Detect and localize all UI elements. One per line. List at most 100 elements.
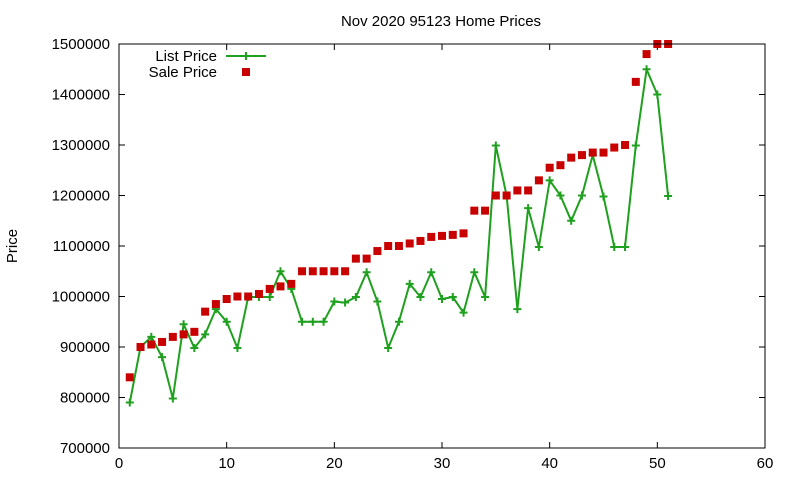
sale-price-point xyxy=(427,232,436,241)
list-price-point xyxy=(384,344,393,353)
list-price-point xyxy=(201,330,210,339)
legend-marker-sale-price xyxy=(242,68,250,76)
y-tick-label-3: 1000000 xyxy=(52,289,110,306)
list-price-point xyxy=(642,65,651,74)
sale-price-point xyxy=(405,239,414,248)
y-tick-label-4: 1100000 xyxy=(53,238,110,255)
x-tick-label-5: 50 xyxy=(649,455,666,472)
sale-price-point xyxy=(179,330,188,339)
chart-title: Nov 2020 95123 Home Prices xyxy=(341,13,541,30)
sale-price-point xyxy=(502,191,511,200)
list-price-point xyxy=(233,344,242,353)
sale-price-point xyxy=(373,247,382,256)
sale-price-point xyxy=(545,163,554,172)
sale-price-point xyxy=(481,206,490,215)
x-tick-label-6: 60 xyxy=(757,455,774,472)
sale-price-point xyxy=(459,229,468,238)
list-price-point xyxy=(298,317,307,326)
sale-price-point xyxy=(308,267,317,276)
sale-price-point xyxy=(298,267,307,276)
list-price-point xyxy=(168,394,177,403)
list-price-point xyxy=(664,192,673,201)
sale-price-point xyxy=(222,295,231,304)
list-price-point xyxy=(481,293,490,302)
list-price-point xyxy=(394,317,403,326)
sale-price-point xyxy=(416,236,425,245)
list-price-point xyxy=(631,141,640,150)
list-price-point xyxy=(351,293,360,302)
list-price-point xyxy=(125,398,134,407)
sale-price-point xyxy=(254,289,263,298)
sale-price-point xyxy=(244,292,253,301)
sale-price-point xyxy=(534,176,543,185)
list-price-point xyxy=(190,344,199,353)
y-tick-label-0: 700000 xyxy=(60,440,110,457)
y-tick-label-7: 1400000 xyxy=(52,87,110,104)
list-price-point xyxy=(448,293,457,302)
list-price-line xyxy=(128,65,670,403)
sale-price-point xyxy=(190,327,199,336)
sale-price-point xyxy=(168,332,177,341)
sale-price-point xyxy=(470,206,479,215)
sale-price-point xyxy=(351,254,360,263)
x-tick-label-4: 40 xyxy=(541,455,558,472)
y-tick-label-8: 1500000 xyxy=(52,36,110,53)
data-marks xyxy=(125,40,673,407)
list-price-point xyxy=(147,332,156,341)
sale-price-point xyxy=(438,231,446,240)
x-tick-label-0: 0 xyxy=(115,455,123,472)
sale-price-point xyxy=(394,242,403,250)
sale-price-point xyxy=(265,284,274,293)
sale-price-point xyxy=(362,254,371,263)
list-price-point xyxy=(276,267,285,276)
sale-price-point xyxy=(341,267,350,276)
sale-price-point xyxy=(201,307,210,316)
sale-price-point xyxy=(556,161,565,170)
list-price-point xyxy=(567,216,576,225)
list-price-point xyxy=(330,297,339,306)
list-price-point xyxy=(556,191,565,200)
sale-price-point xyxy=(621,141,630,149)
legend-marker-list-price xyxy=(242,52,250,60)
list-price-point xyxy=(416,293,425,302)
list-price-point xyxy=(491,141,500,150)
y-axis-label: Price xyxy=(4,229,21,263)
list-price-point xyxy=(265,293,274,302)
y-tick-label-6: 1300000 xyxy=(52,137,110,154)
sale-price-point xyxy=(567,153,576,162)
legend-label-sale-price: Sale Price xyxy=(149,64,217,81)
sale-price-point xyxy=(276,282,285,291)
y-tick-label-2: 900000 xyxy=(60,339,110,356)
plot-frame xyxy=(118,43,766,449)
list-price-point xyxy=(427,268,436,277)
list-price-point xyxy=(653,90,662,99)
sale-price-point xyxy=(384,242,393,250)
sale-price-point xyxy=(319,267,328,276)
list-price-point xyxy=(513,305,522,314)
y-tick-label-1: 800000 xyxy=(60,390,110,407)
list-price-point xyxy=(577,191,586,200)
sale-price-point xyxy=(147,340,156,349)
list-price-point xyxy=(308,317,317,326)
y-tick-label-5: 1200000 xyxy=(52,188,110,205)
x-tick-label-3: 30 xyxy=(434,455,451,472)
list-price-point xyxy=(179,320,188,329)
legend-label-list-price: List Price xyxy=(155,48,217,65)
sale-price-point xyxy=(136,343,145,351)
sale-price-point xyxy=(233,292,242,301)
list-price-point xyxy=(319,317,328,326)
list-price-point xyxy=(610,243,619,252)
list-price-point xyxy=(459,308,468,317)
list-price-point xyxy=(158,353,167,362)
x-tick-label-1: 10 xyxy=(218,455,235,472)
list-price-point xyxy=(222,317,231,326)
sale-price-point xyxy=(610,143,619,152)
list-price-point xyxy=(373,297,382,306)
list-price-point xyxy=(524,204,533,213)
sale-price-point xyxy=(588,148,597,157)
sale-price-point xyxy=(158,337,167,346)
list-price-point xyxy=(545,176,554,185)
sale-price-point xyxy=(491,191,500,200)
